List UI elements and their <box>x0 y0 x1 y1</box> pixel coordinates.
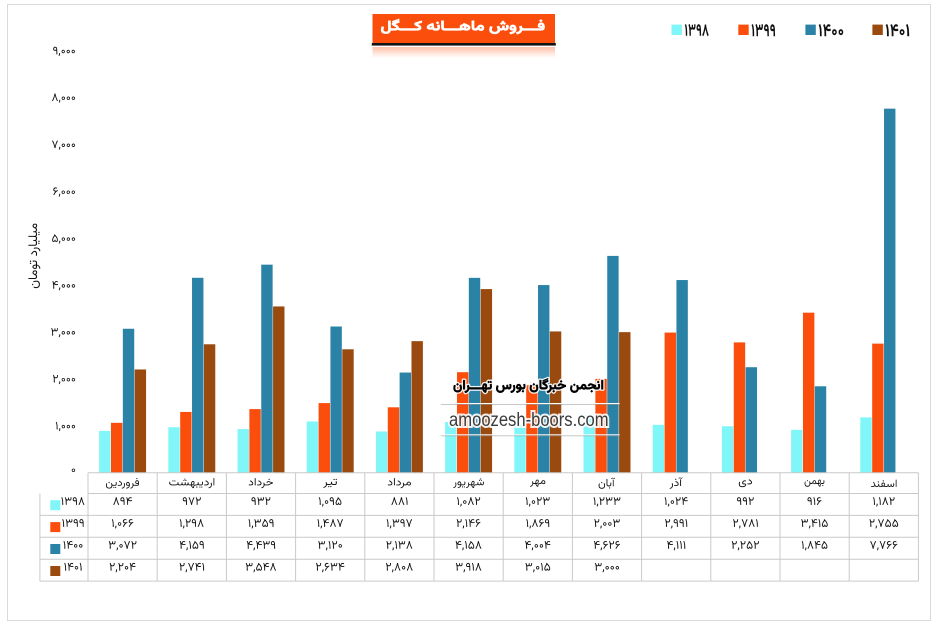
svg-text:amoozesh-boors.com: amoozesh-boors.com <box>449 410 609 431</box>
